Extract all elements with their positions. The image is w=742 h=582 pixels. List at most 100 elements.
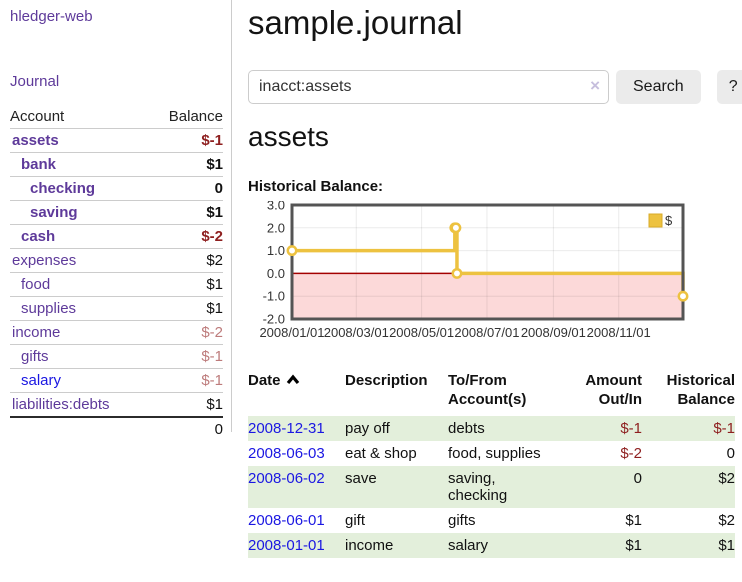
search-bar: × Search ?: [248, 70, 742, 104]
account-row: checking 0: [10, 176, 223, 201]
register-balance-cell: $2: [718, 512, 735, 529]
account-name-cell: saving: [10, 200, 148, 225]
account-row: expenses $2: [10, 248, 223, 273]
account-link[interactable]: liabilities:debts: [12, 396, 110, 413]
register-header-row: Date Description To/From Account(s) Amou…: [248, 370, 735, 416]
transaction-date-link[interactable]: 2008-06-02: [248, 470, 325, 487]
account-row: assets $-1: [10, 128, 223, 153]
register-row: 2008-06-03 eat & shop food, supplies $-2…: [248, 441, 735, 466]
account-name-cell: cash: [10, 224, 148, 249]
register-balance-cell: $1: [642, 533, 735, 558]
account-balance: $1: [147, 152, 223, 177]
x-tick-label: 2008/05/01: [389, 325, 454, 340]
chart-label: Historical Balance:: [248, 178, 384, 195]
register-header-date[interactable]: Date: [248, 370, 345, 416]
register-amount-cell: 0: [568, 466, 642, 508]
register-account-cell: salary: [448, 533, 568, 558]
account-balance: $-2: [147, 224, 223, 249]
register-header-amount[interactable]: Amount Out/In: [585, 372, 642, 408]
register-description-cell: eat & shop: [345, 445, 417, 462]
search-box: ×: [248, 70, 609, 104]
register-date-cell: 2008-06-02: [248, 466, 345, 508]
register-header-balance[interactable]: Historical Balance: [666, 372, 735, 408]
register-header-account[interactable]: To/From Account(s): [448, 372, 527, 408]
y-tick-label: 3.0: [267, 201, 285, 213]
account-row: bank $1: [10, 152, 223, 177]
register-date-cell: 2008-06-01: [248, 508, 345, 533]
register-balance-cell: $2: [642, 466, 735, 508]
x-tick-label: 2008/09/01: [521, 325, 586, 340]
accounts-header-balance: Balance: [147, 105, 223, 129]
account-name-cell: checking: [10, 176, 148, 201]
account-link[interactable]: bank: [21, 156, 57, 173]
x-tick-label: 2008/03/01: [324, 325, 389, 340]
account-name-cell: salary: [10, 368, 148, 393]
register-amount-cell: $1: [625, 512, 642, 529]
search-input[interactable]: [248, 70, 609, 104]
sort-ascending-icon: [286, 374, 299, 385]
account-link[interactable]: salary: [21, 372, 62, 389]
account-heading: assets: [248, 121, 329, 152]
account-row: food $1: [10, 272, 223, 297]
x-tick-label: 2008/11/01: [587, 325, 651, 340]
account-link[interactable]: cash: [21, 228, 56, 245]
register-description-cell: pay off: [345, 416, 448, 441]
account-row: cash $-2: [10, 224, 223, 249]
negative-region: [292, 273, 683, 319]
register-amount-cell: $-1: [568, 416, 642, 441]
transaction-date-link[interactable]: 2008-06-03: [248, 445, 325, 462]
search-button[interactable]: Search: [616, 70, 701, 104]
account-name-cell: supplies: [10, 296, 148, 321]
account-balance: $-1: [147, 344, 223, 369]
account-row: saving $1: [10, 200, 223, 225]
legend-swatch: [648, 213, 663, 228]
account-row: income $-2: [10, 320, 223, 345]
clear-search-icon[interactable]: ×: [590, 76, 600, 95]
account-link[interactable]: food: [21, 276, 51, 293]
account-balance: $-2: [147, 320, 223, 345]
y-tick-label: -2.0: [263, 312, 285, 327]
account-balance: $-1: [147, 368, 223, 393]
account-link[interactable]: supplies: [21, 300, 77, 317]
register-header-description[interactable]: Description: [345, 372, 428, 389]
account-link[interactable]: income: [12, 324, 61, 341]
account-balance: $2: [147, 248, 223, 273]
account-name-cell: liabilities:debts: [10, 393, 148, 418]
register-account-cell: saving, checking: [448, 466, 568, 508]
register-date-cell: 2008-06-03: [248, 441, 345, 466]
register-account-cell: debts: [448, 416, 568, 441]
account-balance: $-1: [147, 128, 223, 153]
app-layout: hledger-web Journal Account Balance asse…: [0, 0, 742, 558]
data-point-marker: [450, 222, 462, 234]
y-tick-label: 1.0: [267, 243, 285, 258]
account-balance: $1: [147, 200, 223, 225]
transaction-date-link[interactable]: 2008-06-01: [248, 512, 325, 529]
register-amount-cell: $1: [568, 533, 642, 558]
sidebar-item-journal[interactable]: Journal: [10, 73, 60, 90]
register-row: 2008-06-02 save saving, checking 0 $2: [248, 466, 735, 508]
data-point-marker: [286, 245, 298, 257]
help-button[interactable]: ?: [716, 70, 742, 104]
account-name-cell: assets: [10, 128, 148, 153]
account-balance: $1: [147, 272, 223, 297]
register-date-cell: 2008-12-31: [248, 416, 345, 441]
register-date-cell: 2008-01-01: [248, 533, 345, 558]
plot-border: [290, 203, 685, 321]
account-link[interactable]: checking: [30, 180, 96, 197]
account-link[interactable]: assets: [12, 132, 59, 149]
transaction-date-link[interactable]: 2008-12-31: [248, 420, 325, 437]
account-link[interactable]: gifts: [21, 348, 49, 365]
register-table: Date Description To/From Account(s) Amou…: [248, 370, 735, 558]
account-name-cell: bank: [10, 152, 148, 177]
transaction-date-link[interactable]: 2008-01-01: [248, 537, 325, 554]
account-row: gifts $-1: [10, 344, 223, 369]
main-content: sample.journal × Search ? assets Histori…: [232, 0, 742, 558]
register-balance-cell: $-1: [642, 416, 735, 441]
register-account-cell: gifts: [448, 512, 476, 529]
app-brand-link[interactable]: hledger-web: [10, 8, 93, 25]
register-row: 2008-12-31 pay off debts $-1 $-1: [248, 416, 735, 441]
sidebar: hledger-web Journal Account Balance asse…: [0, 0, 232, 441]
account-name-cell: gifts: [10, 344, 148, 369]
account-link[interactable]: expenses: [12, 252, 77, 269]
account-link[interactable]: saving: [30, 204, 78, 221]
